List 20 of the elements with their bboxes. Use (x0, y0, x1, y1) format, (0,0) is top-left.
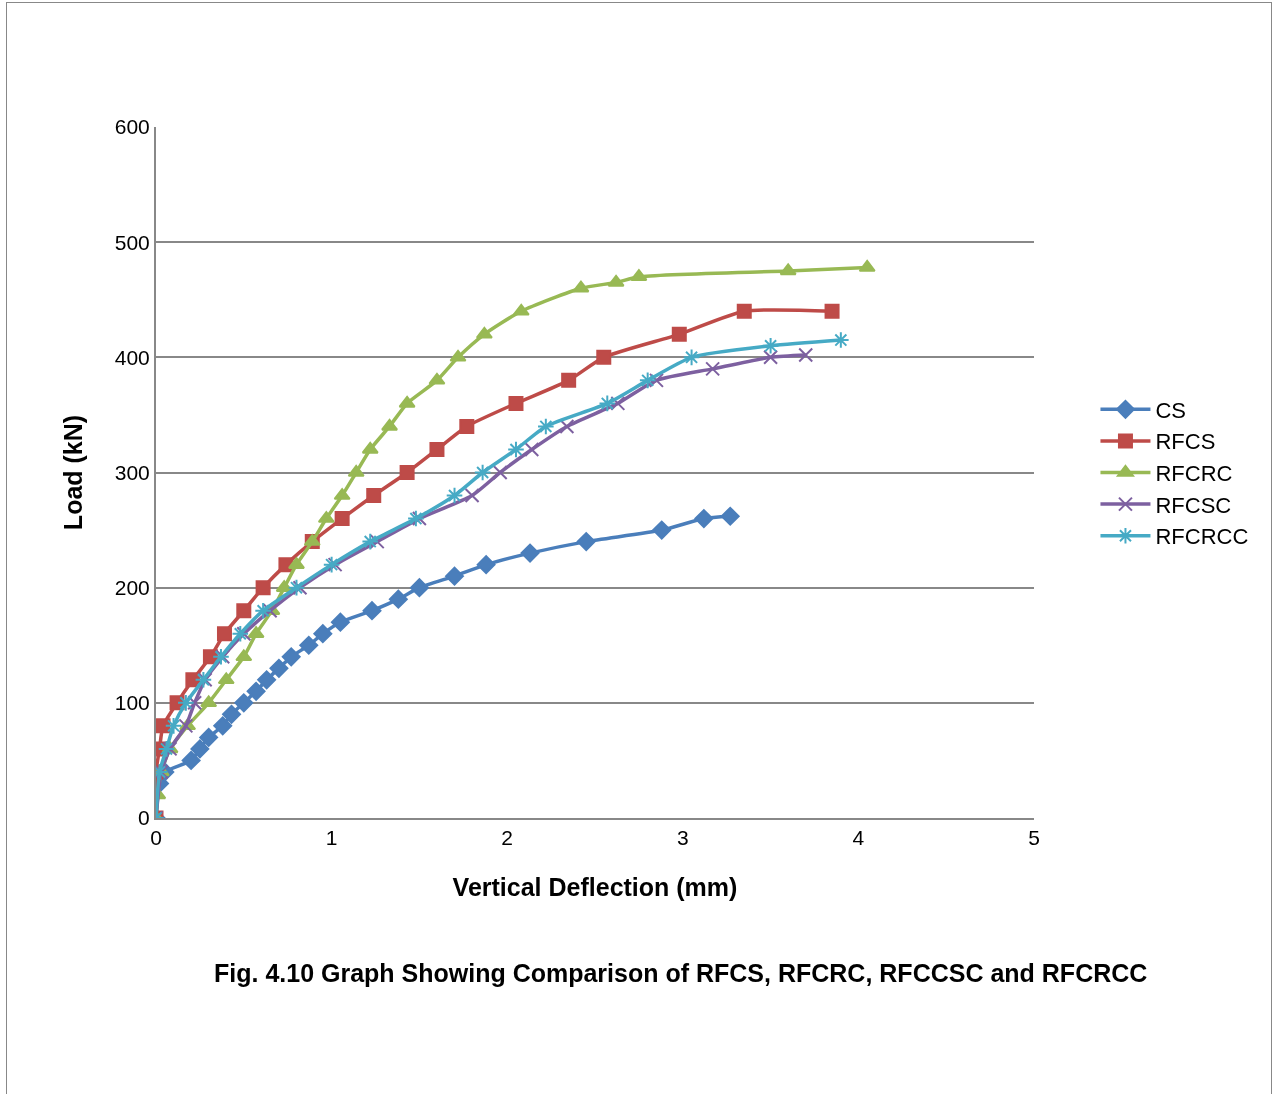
y-tick-label: 300 (114, 460, 150, 484)
y-tick-label: 0 (138, 806, 150, 830)
x-axis-title: Vertical Deflection (mm) (452, 872, 738, 901)
x-tick-label: 4 (852, 826, 865, 850)
legend-label: RFCRCC (1155, 524, 1249, 550)
caption: Fig. 4.10 Graph Showing Comparison of RFCS, RFCRC, RFCCSC and RFCRCC (214, 959, 1148, 987)
legend-label: RFCS (1155, 429, 1216, 455)
y-tick-label: 500 (114, 230, 150, 254)
x-tick-label: 1 (325, 826, 338, 850)
legend-label: RFCRC (1155, 461, 1233, 487)
y-axis-title: Load (kN) (59, 414, 87, 531)
y-tick-label: 400 (114, 345, 150, 369)
y-tick-label: 200 (114, 576, 150, 600)
x-tick-label: 2 (501, 826, 514, 850)
x-tick-label: 3 (676, 826, 689, 850)
x-tick-label: 5 (1028, 826, 1040, 850)
y-tick-label: 100 (114, 691, 150, 715)
legend-label: CS (1155, 397, 1187, 423)
legend-label: RFCSC (1155, 492, 1232, 518)
y-tick-label: 600 (114, 115, 150, 139)
